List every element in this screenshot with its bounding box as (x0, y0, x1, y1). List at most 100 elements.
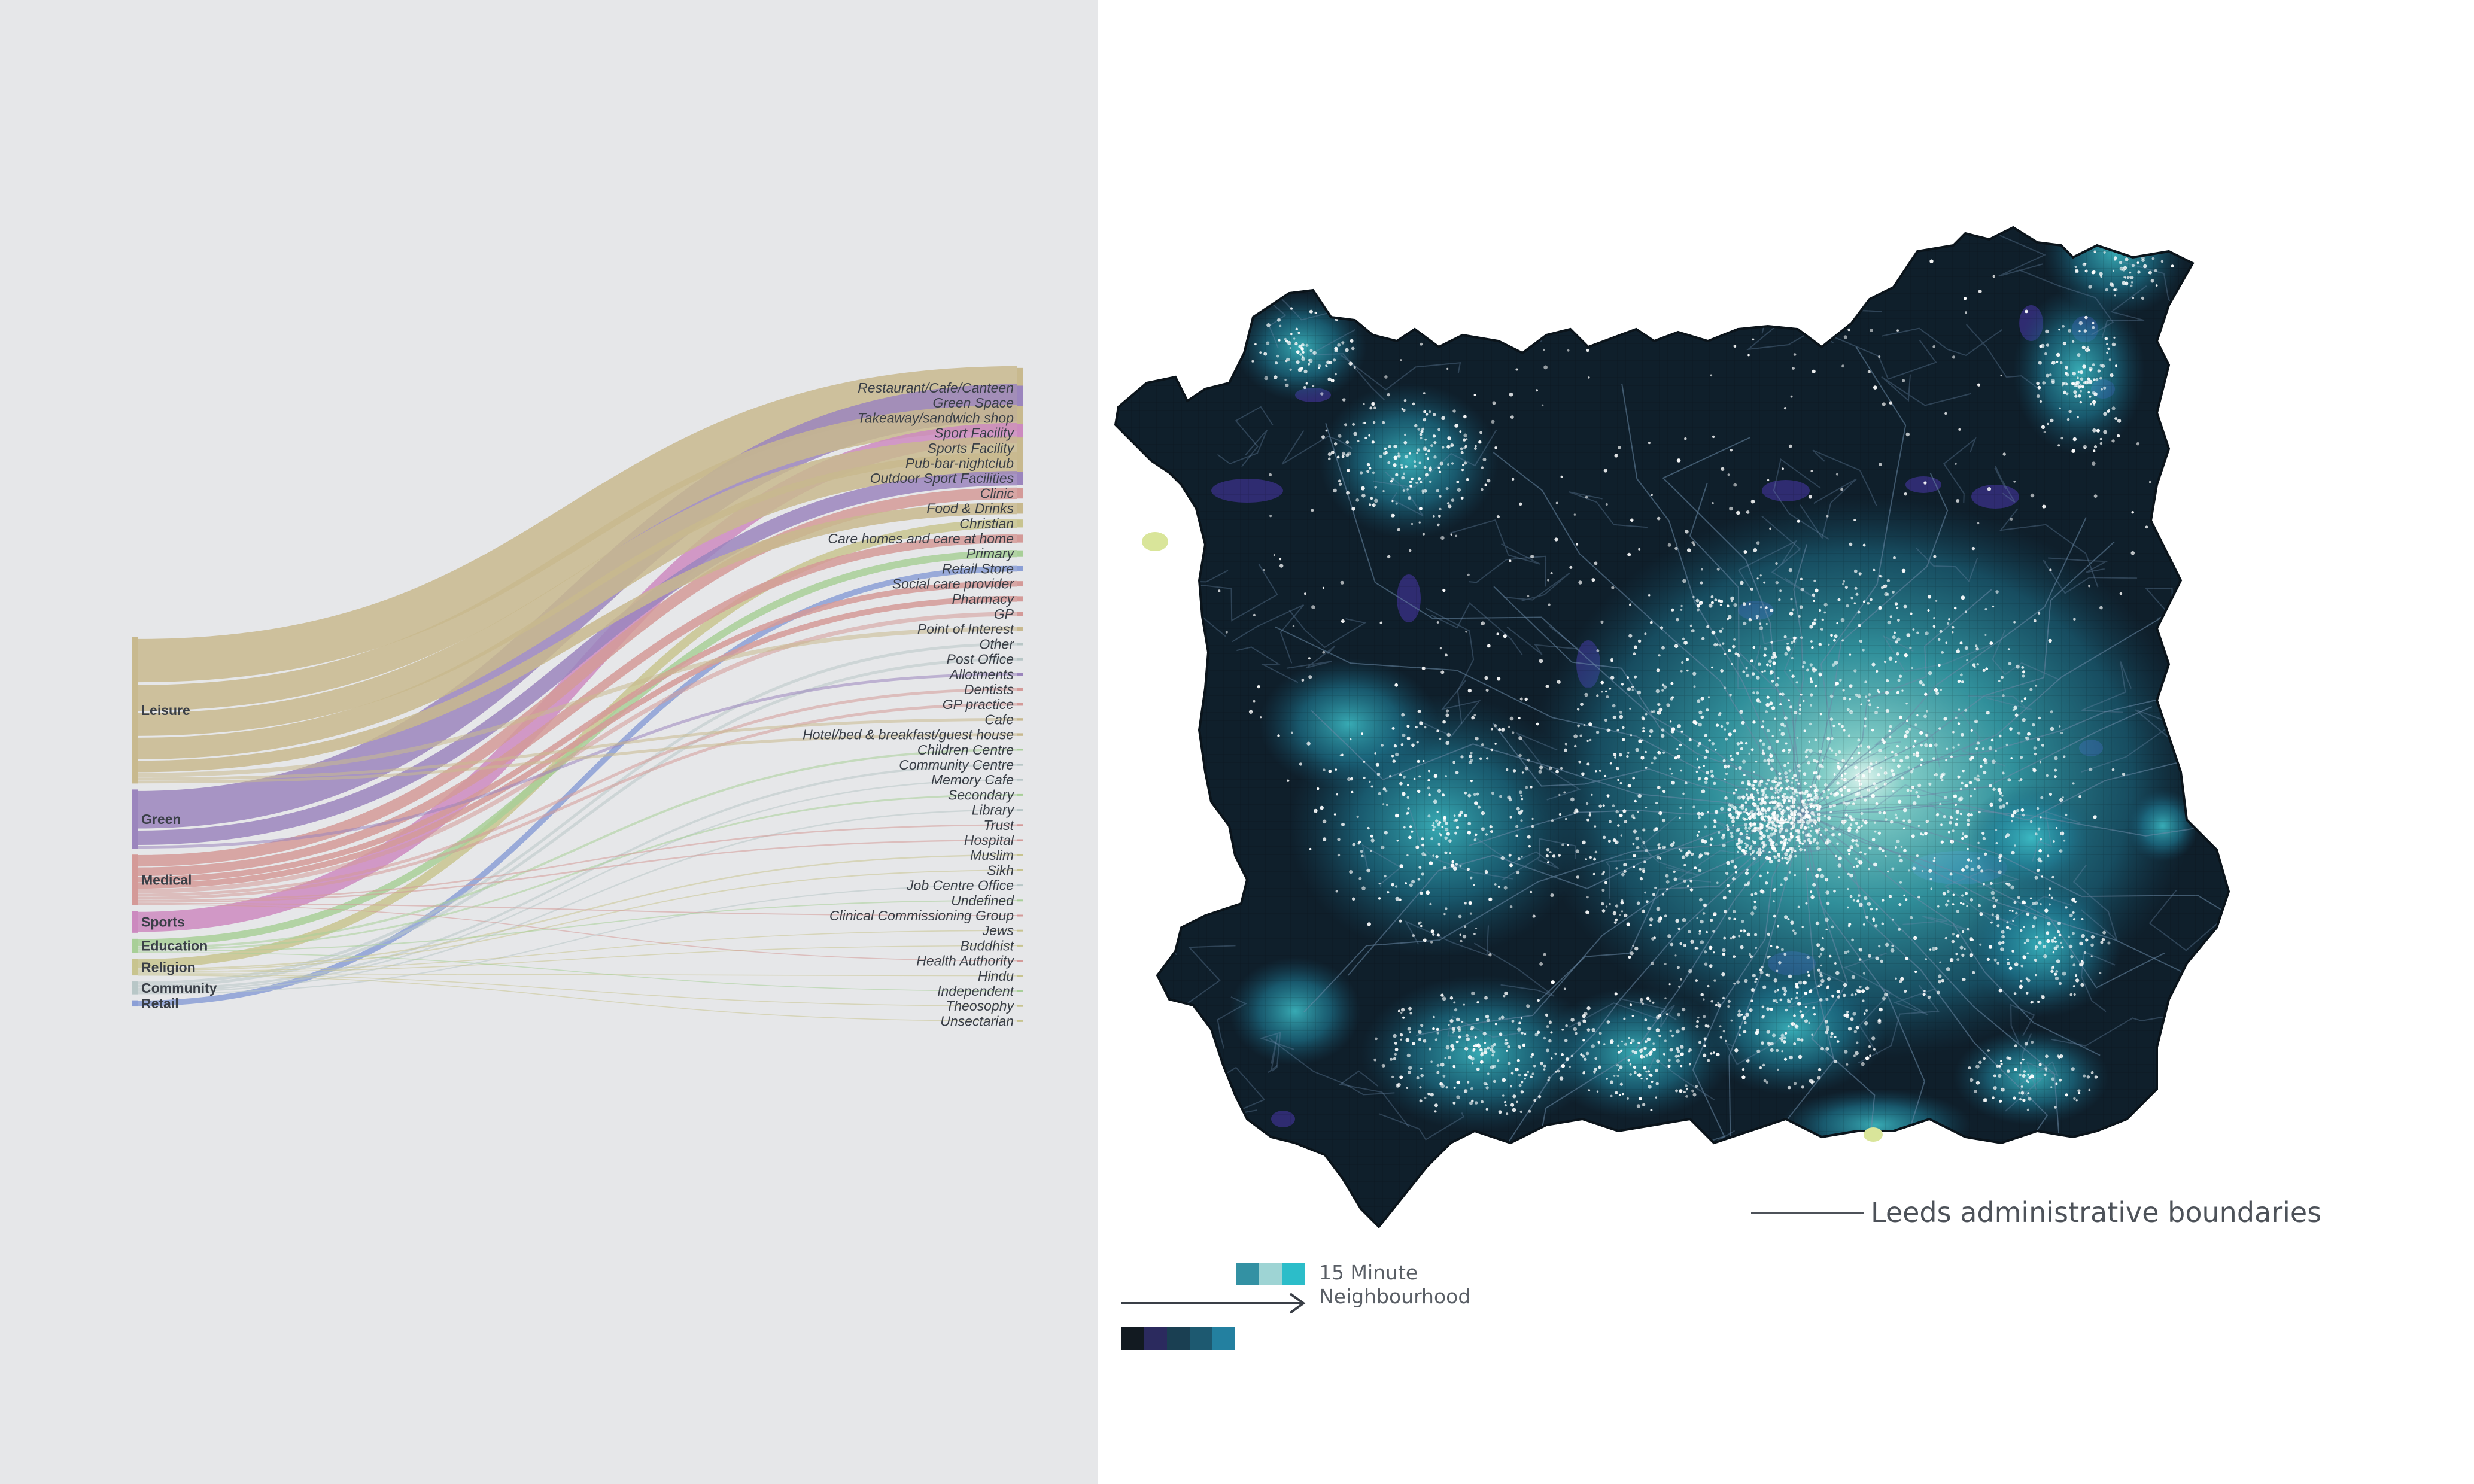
target-node-primary (1017, 550, 1023, 557)
sankey-flow-community-to-job-centre-office (137, 884, 1018, 995)
poi-point (2153, 228, 2156, 231)
target-label-sikh: Sikh (987, 862, 1014, 878)
poi-point (2088, 227, 2092, 230)
target-label-library: Library (972, 802, 1015, 818)
sankey-flow-medical-to-gp (137, 612, 1018, 893)
target-node-food-drinks (1017, 503, 1023, 514)
poi-point (1552, 277, 1555, 281)
poi-point (1394, 296, 1398, 300)
poi-point (2115, 206, 2117, 208)
poi-point (2081, 212, 2084, 214)
map-fill (1116, 200, 2229, 1227)
poi-point (1575, 290, 1579, 294)
target-label-independent: Independent (937, 983, 1015, 999)
minor-road (1116, 746, 1138, 756)
target-label-sport-facility: Sport Facility (934, 425, 1014, 441)
sankey-flow-leisure-to-sports-facility (137, 436, 1018, 736)
minor-road (1116, 698, 1122, 736)
poi-point (1812, 236, 1815, 239)
poi-point (1647, 234, 1651, 238)
sankey-flow-education-to-undefined (137, 899, 1018, 952)
source-label-education: Education (141, 938, 208, 954)
target-label-health-authority: Health Authority (916, 953, 1014, 969)
target-node-pub-bar-nightclub (1017, 453, 1023, 473)
target-label-clinic: Clinic (980, 485, 1014, 501)
minor-road (1127, 288, 1232, 372)
poi-point (1752, 203, 1756, 208)
poi-point (1716, 214, 1719, 217)
poi-point (2160, 246, 2163, 249)
poi-point (2109, 234, 2112, 237)
source-node-retail (132, 1000, 138, 1007)
poi-point (1665, 211, 1668, 214)
minor-road (1451, 257, 1523, 294)
legend-lower-swatch (1121, 1327, 1144, 1350)
target-node-memory-cafe (1017, 779, 1023, 781)
minor-road (1119, 875, 1180, 956)
poi-point (2110, 212, 2113, 215)
target-node-jews (1017, 929, 1023, 932)
source-label-community: Community (141, 980, 217, 996)
sankey-flow-medical-to-dentists (137, 688, 1018, 897)
source-node-green (132, 789, 138, 849)
poi-point (1823, 200, 1826, 202)
poi-point (2162, 232, 2164, 235)
target-label-memory-cafe: Memory Cafe (931, 772, 1014, 787)
legend-lower-swatch (1190, 1327, 1212, 1350)
sankey-panel: Leisure Green Medical Sports Education Religi… (0, 0, 1098, 1484)
minor-road (1124, 559, 1193, 618)
poi-point (1806, 288, 1810, 292)
poi-point (2113, 232, 2116, 236)
sankey-flow-leisure-to-food-drinks (137, 502, 1018, 773)
sankey-flow-community-to-library (137, 809, 1018, 993)
legend-upper-swatches (1236, 1263, 1305, 1285)
target-label-jews: Jews (982, 923, 1014, 938)
source-node-religion (132, 959, 138, 976)
minor-road (1153, 750, 1200, 786)
poi-point (2130, 208, 2133, 211)
target-node-job-centre-office (1017, 884, 1023, 887)
poi-point (2099, 230, 2104, 234)
target-label-other: Other (979, 636, 1014, 652)
poi-point (2111, 247, 2115, 250)
source-node-community (132, 981, 138, 995)
poi-point (1940, 239, 1944, 244)
caption-group: Leeds administrative boundaries (1751, 1196, 2321, 1228)
poi-point (2119, 245, 2123, 249)
target-label-theosophy: Theosophy (946, 998, 1014, 1014)
minor-road (1117, 701, 1181, 758)
target-label-unsectarian: Unsectarian (940, 1013, 1014, 1029)
target-node-dentists (1017, 688, 1023, 691)
poi-point (1790, 298, 1794, 302)
sankey-flow-education-to-children-centre (137, 748, 1018, 949)
poi-point (2077, 250, 2080, 253)
sankey-flow-education-to-independent (137, 951, 1018, 992)
target-label-cafe: Cafe (984, 711, 1014, 727)
minor-road (1420, 285, 1471, 333)
poi-point (1885, 214, 1889, 218)
poi-point (2120, 215, 2124, 219)
target-label-pharmacy: Pharmacy (952, 591, 1014, 607)
target-node-health-authority (1017, 960, 1023, 962)
sankey-flow-medical-to-clinic (137, 487, 1018, 867)
source-label-medical: Medical (141, 872, 192, 887)
target-node-children-centre (1017, 749, 1023, 751)
sankey-flows (137, 366, 1018, 1022)
target-node-hospital (1017, 839, 1023, 841)
target-label-primary: Primary (966, 546, 1015, 561)
map-legend: 15 Minute Neighbourhood (1121, 1261, 1470, 1350)
green-patch (1864, 1127, 1883, 1142)
poi-point (1612, 266, 1616, 270)
source-label-religion: Religion (141, 959, 196, 975)
sankey-flow-community-to-post-office (137, 658, 1018, 988)
sankey-flow-medical-to-care-homes-and-care-at-home (137, 534, 1018, 877)
target-node-community-centre (1017, 764, 1023, 766)
poi-point (1501, 326, 1503, 329)
sankey-flow-religion-to-jews (137, 930, 1018, 972)
green-patch (1142, 532, 1168, 551)
poi-point (2095, 216, 2098, 218)
target-label-care-homes-and-care-at-home: Care homes and care at home (828, 531, 1014, 546)
minor-road (1893, 1130, 1968, 1179)
target-node-hotel-bed-breakfast-guest-house (1017, 733, 1023, 736)
target-node-theosophy (1017, 1005, 1023, 1007)
